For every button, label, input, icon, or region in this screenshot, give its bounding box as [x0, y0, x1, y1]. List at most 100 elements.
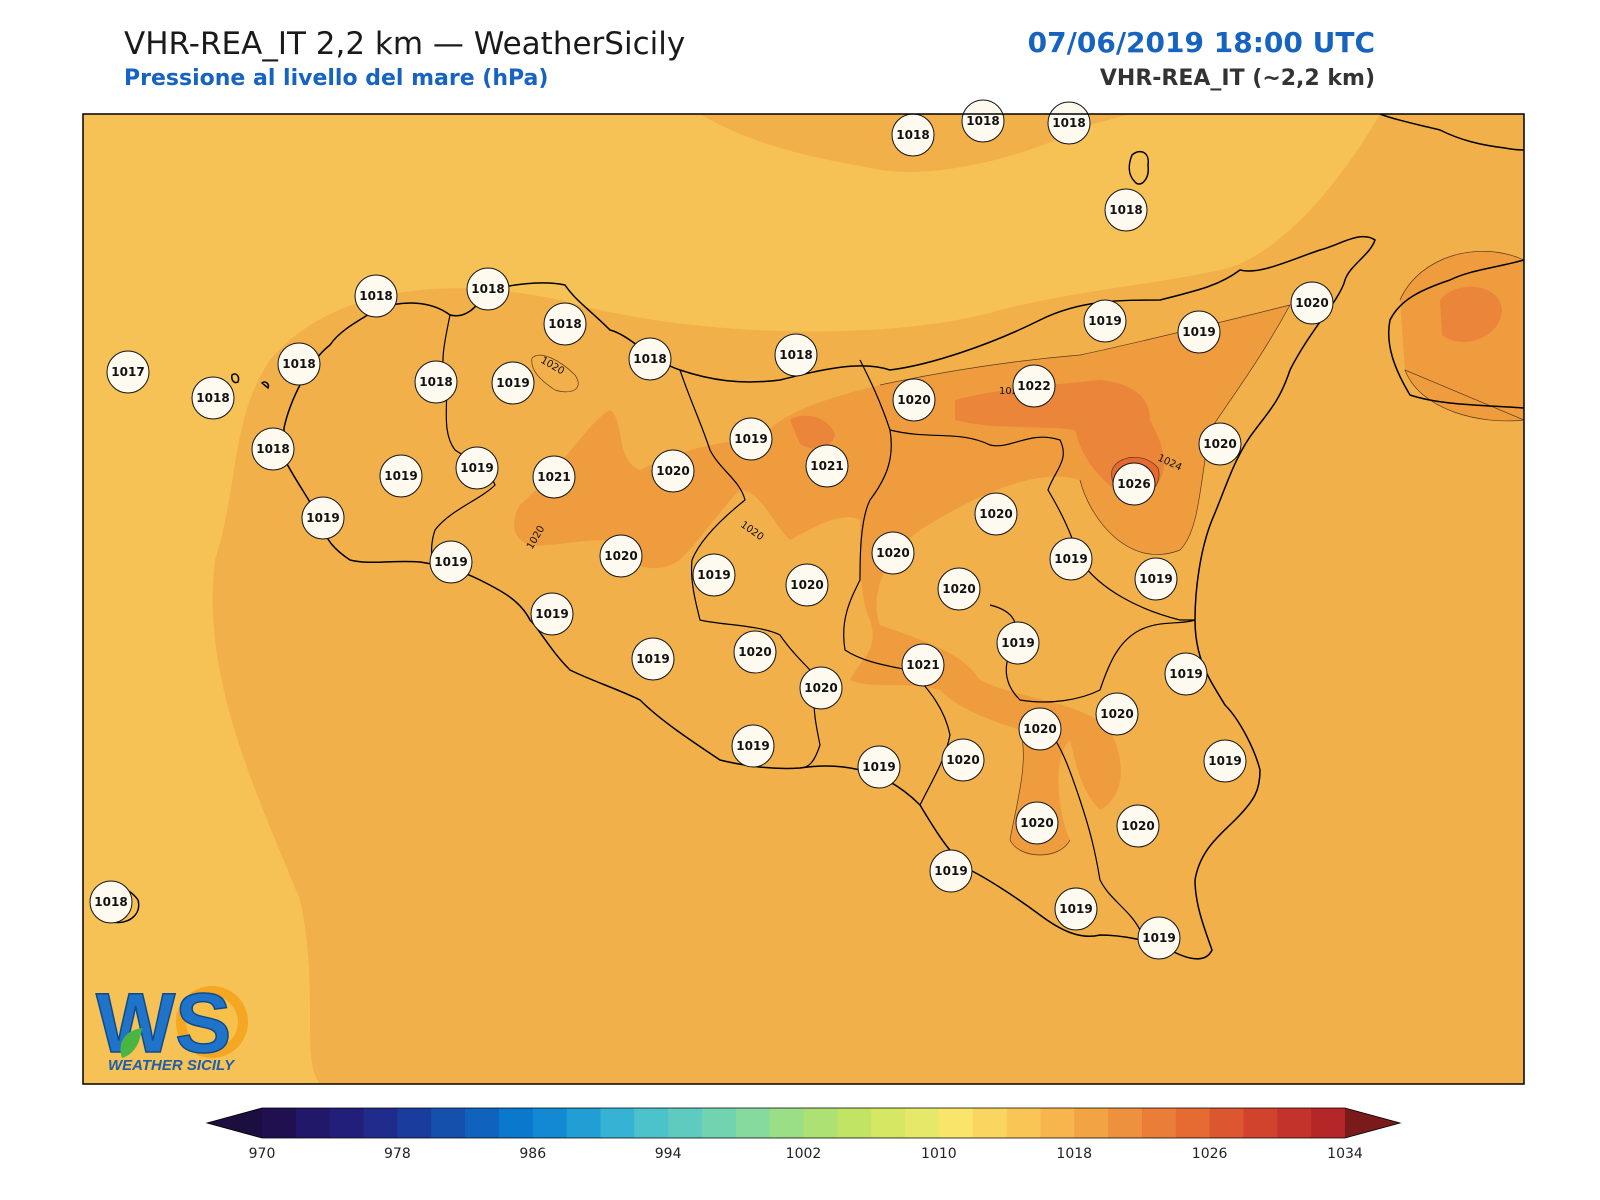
station-marker: 1021 — [532, 455, 576, 499]
station-pressure-value: 1019 — [734, 432, 767, 446]
station-circle — [277, 342, 321, 386]
colorbar-swatch — [1141, 1108, 1177, 1138]
field-band-1022-east — [955, 380, 1165, 499]
station-pressure-value: 1019 — [496, 376, 529, 390]
weathersicily-logo: WS WEATHER SICILY — [95, 975, 248, 1074]
colorbar-max-extend — [1345, 1108, 1400, 1138]
contour-label: 1020 — [999, 386, 1024, 397]
station-circle — [1198, 422, 1242, 466]
station-pressure-value: 1020 — [876, 546, 909, 560]
station-pressure-value: 1021 — [906, 658, 939, 672]
valid-datetime: 07/06/2019 18:00 UTC — [1027, 26, 1375, 59]
station-circle — [692, 553, 736, 597]
station-marker: 1019 — [692, 553, 736, 597]
station-marker: 1018 — [891, 113, 935, 157]
station-pressure-value: 1019 — [384, 469, 417, 483]
station-marker: 1018 — [961, 99, 1005, 143]
station-pressure-value: 1019 — [1059, 902, 1092, 916]
station-marker: 1018 — [1047, 101, 1091, 145]
colorbar-swatch — [1311, 1108, 1346, 1138]
colorbar-tick-label: 994 — [655, 1146, 682, 1162]
station-marker: 1019 — [429, 540, 473, 584]
station-circle — [1083, 299, 1127, 343]
field-band-1022-west — [790, 415, 835, 449]
station-marker: 1020 — [733, 630, 777, 674]
station-pressure-value: 1019 — [934, 864, 967, 878]
station-marker: 1022 — [1012, 364, 1056, 408]
station-circle — [599, 534, 643, 578]
station-circle — [106, 350, 150, 394]
station-circle — [901, 643, 945, 687]
colorbar-swatch — [1175, 1108, 1211, 1138]
station-circle — [857, 745, 901, 789]
station-pressure-value: 1019 — [1169, 667, 1202, 681]
station-marker: 1020 — [1116, 804, 1160, 848]
colorbar-swatch — [431, 1108, 466, 1138]
colorbar-swatch — [938, 1108, 974, 1138]
station-marker: 1018 — [466, 267, 510, 311]
station-circle — [785, 563, 829, 607]
colorbar-swatch — [905, 1108, 940, 1138]
station-marker: 1018 — [1104, 188, 1148, 232]
station-pressure-value: 1018 — [896, 128, 929, 142]
station-pressure-value: 1022 — [1017, 379, 1050, 393]
station-circle — [628, 337, 672, 381]
colorbar-swatch — [769, 1108, 804, 1138]
colorbar-swatch — [1209, 1108, 1244, 1138]
station-circle — [941, 738, 985, 782]
station-pressure-value: 1018 — [94, 895, 127, 909]
isobar-lines — [531, 250, 1524, 856]
station-pressure-value: 1019 — [434, 555, 467, 569]
station-pressure-value: 1020 — [1203, 437, 1236, 451]
station-marker: 1019 — [1054, 887, 1098, 931]
station-marker: 1019 — [1177, 310, 1221, 354]
lipari-island — [1128, 150, 1149, 185]
station-pressure-value: 1020 — [1295, 296, 1328, 310]
station-markers: 1018 1018 1018 1018 1020 1019 1019 1018 1018 1018… — [89, 99, 1334, 960]
station-marker: 1020 — [937, 567, 981, 611]
station-marker: 1019 — [631, 637, 675, 681]
station-circle — [1203, 739, 1247, 783]
station-pressure-value: 1018 — [633, 352, 666, 366]
station-circle — [1116, 804, 1160, 848]
station-marker: 1021 — [805, 444, 849, 488]
station-marker: 1019 — [1134, 557, 1178, 601]
station-marker: 1019 — [1203, 739, 1247, 783]
station-circle — [631, 637, 675, 681]
station-marker: 1019 — [379, 454, 423, 498]
station-marker: 1021 — [901, 643, 945, 687]
station-pressure-value: 1020 — [1023, 722, 1056, 736]
station-pressure-value: 1019 — [636, 652, 669, 666]
colorbar-swatch — [566, 1108, 601, 1138]
colorbar-swatch — [532, 1108, 568, 1138]
station-circle — [799, 666, 843, 710]
station-marker: 1019 — [455, 446, 499, 490]
station-pressure-value: 1018 — [779, 348, 812, 362]
station-marker: 1019 — [996, 621, 1040, 665]
colorbar-swatch — [803, 1108, 838, 1138]
station-pressure-value: 1018 — [282, 357, 315, 371]
station-marker: 1018 — [277, 342, 321, 386]
colorbar-swatch — [972, 1108, 1008, 1138]
station-marker: 1018 — [354, 274, 398, 318]
station-circle — [455, 446, 499, 490]
station-pressure-value: 1019 — [862, 760, 895, 774]
station-circle — [1054, 887, 1098, 931]
station-circle — [530, 592, 574, 636]
egadi-islands — [231, 373, 270, 390]
station-circle — [354, 274, 398, 318]
station-pressure-value: 1018 — [419, 375, 452, 389]
station-marker: 1019 — [857, 745, 901, 789]
station-circle — [733, 630, 777, 674]
station-circle — [871, 531, 915, 575]
station-circle — [1134, 557, 1178, 601]
station-marker: 1020 — [1015, 801, 1059, 845]
colorbar-swatch — [1243, 1108, 1278, 1138]
station-circle — [892, 378, 936, 422]
station-pressure-value: 1019 — [736, 739, 769, 753]
station-circle — [89, 880, 133, 924]
station-marker: 1019 — [1137, 916, 1181, 960]
station-pressure-value: 1020 — [790, 578, 823, 592]
station-marker: 1019 — [491, 361, 535, 405]
logo-wordmark: WEATHER SICILY — [108, 1057, 236, 1074]
